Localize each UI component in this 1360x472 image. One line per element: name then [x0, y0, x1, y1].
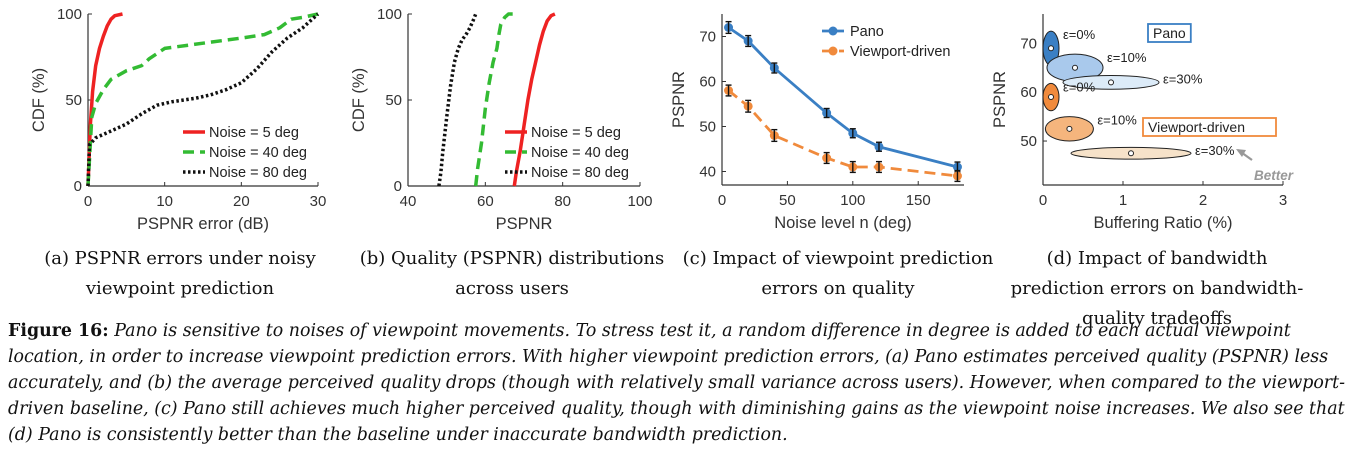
tradeoff-center-point [1072, 64, 1078, 71]
figure-caption: Figure 16: Pano is sensitive to noises o… [8, 318, 1354, 448]
group-label: Pano [1153, 25, 1186, 41]
x-tick-label: 0 [718, 192, 726, 209]
series-line-3 [86, 12, 320, 187]
y-tick-label: 50 [699, 119, 716, 136]
tradeoff-center-point [1108, 79, 1114, 86]
x-tick-label: 1 [1119, 192, 1127, 209]
x-tick-label: 20 [233, 193, 250, 210]
caption-text: Pano is sensitive to noises of viewpoint… [8, 321, 1345, 445]
y-tick-label: 60 [1020, 84, 1037, 101]
x-tick-label: 0 [1039, 192, 1047, 209]
legend-label-3: Noise = 80 deg [209, 165, 307, 181]
x-axis-label: PSPNR [496, 215, 553, 233]
group-label-box [1147, 23, 1192, 43]
series-line-3 [437, 13, 478, 187]
x-tick-label: 150 [906, 192, 931, 209]
y-axis-label: CDF (%) [30, 68, 48, 132]
chart-panel-a: 0 10 20 30 0 50 100 PSPNR error (dB) CDF (%) Nois… [30, 6, 326, 233]
x-tick-label: 40 [400, 193, 417, 210]
series-line-2 [473, 12, 517, 187]
tradeoff-center-point [1066, 125, 1073, 132]
x-axis-label: PSPNR error (dB) [137, 215, 269, 233]
better-label: Better [1254, 168, 1294, 183]
y-axis-label: PSPNR [670, 71, 688, 128]
legend-label-1: Noise = 5 deg [209, 125, 299, 141]
series-line-viewport-driven [727, 89, 958, 178]
y-tick-label: 50 [385, 92, 402, 109]
x-tick-label: 80 [554, 193, 571, 210]
y-tick-label: 50 [65, 92, 82, 109]
y-axis-label: CDF (%) [350, 68, 368, 132]
tradeoff-center-point [1048, 45, 1054, 52]
better-arrow-head [1236, 149, 1246, 157]
y-tick-label: 40 [699, 164, 716, 181]
x-axis-label: Buffering Ratio (%) [1093, 214, 1232, 232]
tradeoff-center-point [1048, 94, 1054, 101]
x-tick-label: 2 [1199, 192, 1207, 209]
subcaption-d: (d) Impact of bandwidth prediction error… [1010, 248, 1304, 329]
tradeoff-center-point [1128, 150, 1134, 157]
ellipse-label: ε=0% [1063, 27, 1096, 42]
legend-label-1: Pano [850, 24, 884, 40]
ellipse-label: ε=30% [1195, 143, 1235, 158]
x-tick-label: 30 [310, 193, 327, 210]
y-axis-label: PSPNR [991, 71, 1009, 128]
ellipse-label: ε=0% [1063, 79, 1096, 94]
series-line-2 [86, 12, 319, 187]
ellipse-label: ε=30% [1163, 72, 1203, 87]
legend-label-2: Noise = 40 deg [209, 145, 307, 161]
series-line-1 [512, 12, 556, 187]
y-tick-label: 0 [394, 178, 402, 195]
legend-marker-1 [828, 26, 838, 36]
y-tick-label: 70 [1020, 35, 1037, 52]
chart-panel-c: 0 50 100 150 40 50 60 70 Noise level n (deg) PSPN… [670, 14, 964, 232]
ellipse-label: ε=10% [1107, 50, 1147, 65]
chart-panel-d: 0 1 2 3 50 60 70 Buffering Ratio (%) PSPNR ε=0% ε=… [991, 14, 1294, 232]
chart-panel-b: 40 60 80 100 0 50 100 PSPNR CDF (%) Noise = 5 deg… [350, 6, 653, 233]
legend-label-2: Noise = 40 deg [531, 145, 629, 161]
group-label-box [1142, 117, 1277, 137]
subcaption-c: (c) Impact of viewpoint prediction error… [682, 248, 994, 299]
y-tick-label: 0 [74, 178, 82, 195]
x-tick-label: 50 [779, 192, 796, 209]
x-tick-label: 10 [156, 193, 173, 210]
x-tick-label: 0 [84, 193, 92, 210]
x-axis-label: Noise level n (deg) [774, 214, 912, 232]
x-tick-label: 100 [627, 193, 652, 210]
x-tick-label: 60 [477, 193, 494, 210]
y-tick-label: 70 [699, 29, 716, 46]
x-tick-label: 3 [1279, 192, 1287, 209]
legend-label-1: Noise = 5 deg [531, 125, 621, 141]
y-tick-label: 50 [1020, 133, 1037, 150]
legend-label-3: Noise = 80 deg [531, 165, 629, 181]
figure-label: Figure 16: [8, 321, 109, 341]
y-tick-label: 100 [57, 6, 82, 23]
subcaption-a: (a) PSPNR errors under noisy viewpoint p… [44, 248, 316, 299]
subcaption-b: (b) Quality (PSPNR) distributions across… [359, 248, 665, 299]
legend-marker-2 [828, 46, 838, 56]
series-line-1 [86, 12, 123, 187]
ellipse-label: ε=10% [1097, 113, 1137, 128]
y-tick-label: 100 [377, 6, 402, 23]
group-label: Viewport-driven [1148, 119, 1245, 135]
y-tick-label: 60 [699, 74, 716, 91]
legend-label-2: Viewport-driven [850, 44, 950, 60]
x-tick-label: 100 [840, 192, 865, 209]
